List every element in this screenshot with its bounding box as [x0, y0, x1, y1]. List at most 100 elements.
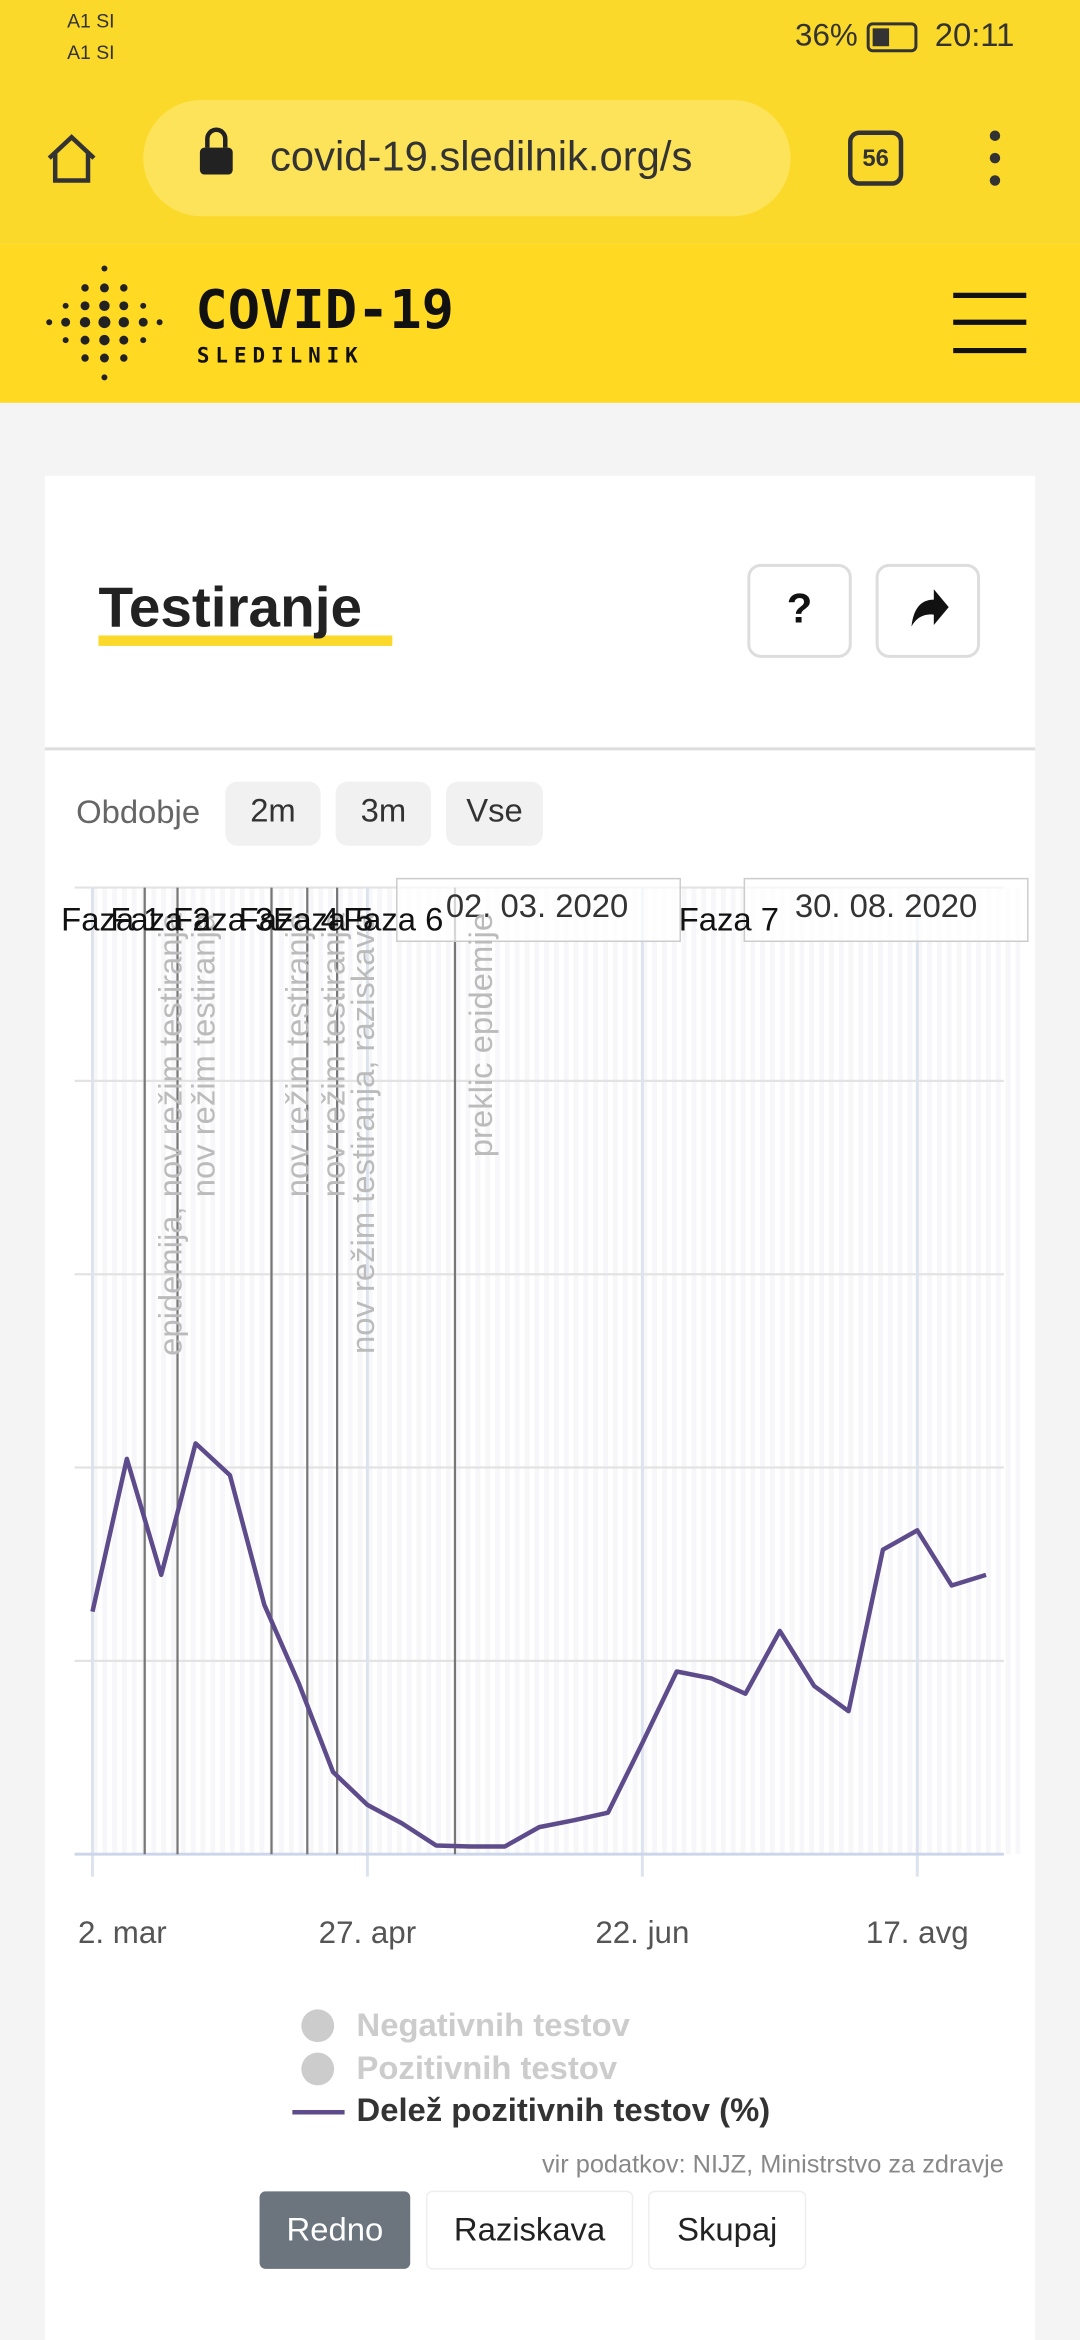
period-button-label: 2m [250, 792, 296, 829]
day-stripe [445, 887, 451, 1855]
logo-dot [118, 316, 130, 328]
phase-label: Faza 6 [343, 901, 443, 938]
view-button-label: Skupaj [677, 2210, 777, 2247]
logo-dot [79, 316, 91, 328]
carrier: A1 SI [67, 11, 114, 33]
period-label: Obdobje [76, 793, 200, 830]
day-stripe [161, 887, 167, 1855]
logo-dot [99, 283, 109, 293]
day-stripe [897, 887, 903, 1855]
day-stripe [553, 887, 559, 1855]
legend-label[interactable]: Delež pozitivnih testov (%) [357, 2091, 771, 2128]
day-stripe [642, 887, 648, 1855]
day-stripe [819, 887, 825, 1855]
tabs-button[interactable] [848, 130, 904, 186]
day-stripe [740, 887, 746, 1855]
view-button[interactable] [259, 2191, 411, 2269]
day-stripe [593, 887, 599, 1855]
day-stripe [337, 887, 343, 1855]
day-stripe [455, 887, 461, 1855]
logo-dot [61, 317, 71, 327]
event-label: epidemija, nov režim testiranja [152, 912, 189, 1356]
logo-dot [156, 319, 163, 326]
url: covid-19.sledilnik.org/s [270, 133, 692, 180]
share-icon [911, 589, 949, 627]
url-field[interactable] [143, 99, 791, 217]
title-underline [98, 635, 393, 646]
logo-dot [99, 353, 109, 363]
day-stripe [691, 887, 697, 1855]
day-stripe [308, 887, 314, 1855]
legend-label[interactable]: Negativnih testov [357, 2006, 631, 2043]
legend-label[interactable]: Pozitivnih testov [357, 2049, 618, 2086]
legend-marker[interactable] [301, 2052, 335, 2086]
day-stripe [976, 887, 982, 1855]
day-stripe [102, 887, 108, 1855]
lock-icon [199, 147, 233, 175]
day-stripe [328, 887, 334, 1855]
period-button[interactable] [335, 781, 432, 846]
logo-icon [46, 265, 163, 381]
day-stripe [711, 887, 716, 1855]
legend-marker[interactable] [301, 2009, 335, 2043]
day-stripe [1005, 887, 1011, 1855]
date-from: 02. 03. 2020 [446, 887, 628, 924]
hamburger-menu[interactable] [953, 292, 1027, 354]
home-button[interactable] [47, 134, 96, 183]
day-stripe [652, 887, 658, 1855]
view-button-label: Raziskava [454, 2210, 606, 2247]
date-from-input[interactable] [396, 877, 681, 943]
help-button[interactable] [747, 563, 852, 658]
day-stripe [878, 887, 883, 1855]
x-tick-label: 17. avg [866, 1915, 969, 1950]
help-label: ? [787, 585, 813, 632]
logo-dot [81, 284, 89, 292]
day-stripe [956, 887, 962, 1855]
series-line [90, 1441, 987, 1849]
phase-label: Faza 5 [273, 901, 373, 938]
plot [74, 886, 1021, 1877]
day-stripe [986, 887, 991, 1855]
view-button[interactable] [648, 2190, 807, 2270]
phase-label: Faza 3 [173, 901, 273, 938]
date-to-input[interactable] [743, 877, 1029, 943]
date-to: 30. 08. 2020 [795, 887, 977, 924]
day-stripe [544, 887, 550, 1855]
logo-dot [119, 335, 129, 345]
day-stripe [288, 887, 294, 1855]
day-stripe [681, 887, 687, 1855]
day-stripe [534, 887, 540, 1855]
day-stripe [858, 887, 864, 1855]
card-title: Testiranje [98, 577, 362, 640]
day-stripe [367, 887, 373, 1855]
logo-dot [140, 302, 147, 309]
event-label: nov režim testiranja [185, 912, 222, 1197]
day-stripe [298, 887, 304, 1855]
day-stripe [868, 887, 874, 1855]
day-stripe [622, 887, 628, 1855]
day-stripe [583, 887, 589, 1855]
day-stripe [259, 887, 265, 1855]
tabs-count: 56 [862, 145, 889, 172]
view-button-label: Redno [287, 2210, 384, 2247]
logo-dot [80, 301, 90, 311]
period-button[interactable] [446, 781, 543, 846]
logo-dot [99, 300, 110, 312]
day-stripe [200, 887, 206, 1855]
period-button[interactable] [225, 781, 321, 846]
day-stripe [426, 887, 432, 1855]
day-stripe [720, 887, 726, 1855]
event-label: nov režim testiranja [279, 912, 316, 1197]
day-stripe [917, 887, 923, 1855]
logo-dot [81, 354, 89, 362]
logo-subtitle: SLEDILNIK [197, 344, 364, 368]
day-stripe [936, 887, 942, 1855]
logo-title: COVID-19 [195, 278, 454, 341]
view-button[interactable] [425, 2190, 634, 2270]
day-stripe [887, 887, 893, 1855]
lock-shackle [205, 127, 228, 148]
logo-dot [140, 337, 147, 344]
day-stripe [249, 887, 255, 1855]
menu-button[interactable] [989, 130, 1001, 186]
